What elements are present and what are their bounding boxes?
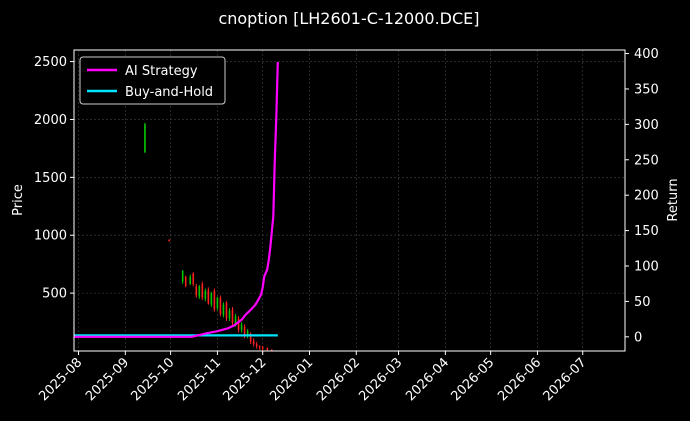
chart-title: cnoption [LH2601-C-12000.DCE] [218, 9, 479, 28]
candle-body [184, 276, 187, 287]
candle-body [192, 273, 195, 284]
candle-body [234, 316, 237, 325]
y-tick-label: 2000 [34, 113, 67, 128]
candle-body [249, 333, 252, 342]
candle-body [222, 304, 225, 316]
candle-body [258, 346, 261, 348]
candlestick-series [144, 122, 273, 351]
candle-body [144, 124, 146, 152]
candle-body [181, 271, 184, 282]
y-tick-label: 1500 [34, 171, 67, 186]
candle-body [261, 346, 264, 349]
candle-body [231, 309, 234, 324]
legend: AI Strategy Buy-and-Hold [79, 56, 226, 105]
candle-body [243, 326, 246, 336]
y2-tick-label: 50 [634, 295, 651, 310]
candle-body [240, 324, 243, 331]
y2-tick-label: 0 [634, 330, 642, 345]
candle-body [252, 340, 255, 345]
y2-tick-label: 200 [634, 189, 659, 204]
candle-body [210, 293, 213, 305]
candle-body [255, 344, 258, 347]
y2-tick-label: 100 [634, 260, 659, 275]
y-tick-label: 2500 [34, 55, 67, 70]
legend-label-ai-strategy: AI Strategy [125, 64, 198, 79]
candle-body [198, 286, 201, 297]
candle-body [213, 290, 216, 310]
y-axis-label: Price [11, 184, 26, 216]
y-tick-label: 1000 [34, 229, 67, 244]
candle-body [270, 349, 273, 351]
candle-body [228, 310, 231, 319]
y2-tick-label: 150 [634, 224, 659, 239]
candle-body [246, 331, 249, 336]
line-series [74, 61, 279, 338]
y-tick-label: 500 [42, 287, 67, 302]
candle-body [225, 302, 228, 319]
candle-body [219, 297, 222, 314]
candle-body [201, 283, 204, 298]
candle-body [189, 276, 192, 284]
ai-strategy-line [74, 61, 279, 338]
candle-body [195, 286, 198, 296]
legend-label-buy-and-hold: Buy-and-Hold [125, 85, 213, 100]
candle-body [207, 289, 210, 304]
candle-body [216, 297, 219, 309]
y2-axis-label: Return [666, 178, 681, 221]
candle-body [266, 348, 269, 350]
y2-tick-label: 400 [634, 47, 659, 62]
candle-body [168, 239, 170, 242]
y2-tick-label: 250 [634, 153, 659, 168]
plot-frame [73, 49, 626, 352]
y2-tick-label: 350 [634, 82, 659, 97]
candle-body [237, 318, 240, 331]
candle-body [204, 290, 207, 299]
y2-tick-label: 300 [634, 118, 659, 133]
